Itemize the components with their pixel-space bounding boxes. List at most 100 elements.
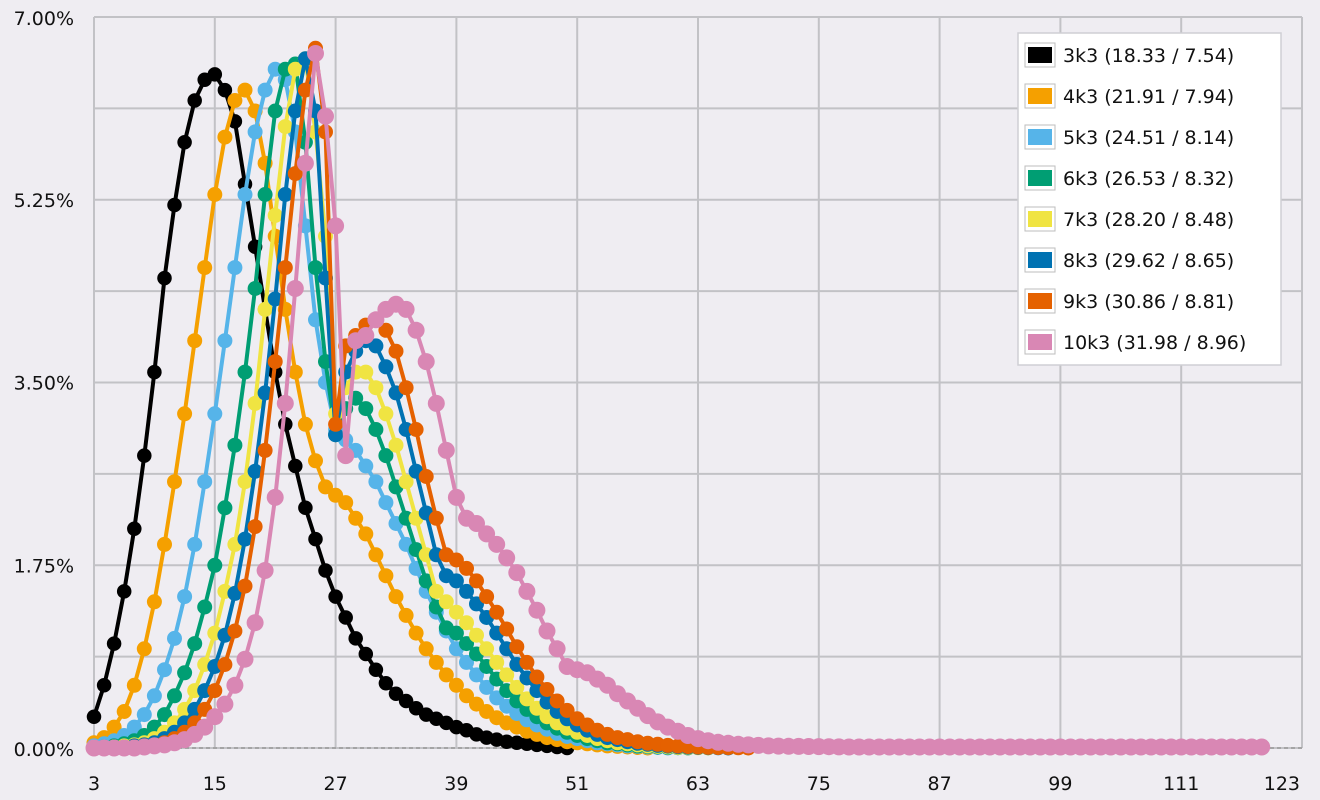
data-point (398, 607, 414, 623)
data-point (237, 578, 253, 594)
legend-label: 5k3 (24.51 / 8.14) (1063, 127, 1234, 149)
data-point (96, 678, 112, 693)
data-point (286, 280, 304, 297)
data-point (187, 333, 203, 349)
data-point (207, 187, 223, 202)
data-point (348, 510, 364, 526)
data-point (297, 82, 313, 98)
data-point (266, 488, 284, 506)
data-point (167, 197, 182, 213)
data-point (207, 67, 223, 82)
data-point (106, 719, 122, 735)
data-point (348, 631, 363, 646)
data-point (428, 583, 444, 599)
data-point (417, 353, 435, 371)
data-point (296, 154, 314, 172)
data-point (106, 636, 122, 651)
data-point (459, 654, 474, 670)
legend-swatch (1028, 334, 1052, 350)
data-point (327, 217, 345, 235)
data-point (267, 103, 283, 119)
legend-swatch (1028, 47, 1052, 63)
data-point (358, 458, 374, 474)
data-point (408, 422, 424, 437)
data-point (167, 474, 182, 490)
data-point (388, 589, 404, 605)
data-point (167, 688, 182, 704)
data-point (237, 474, 253, 490)
data-point (277, 260, 293, 276)
data-point (378, 676, 394, 691)
data-point (226, 676, 244, 694)
y-tick-label: 7.00% (14, 8, 74, 30)
data-point (177, 589, 193, 605)
data-point (217, 333, 233, 349)
data-point (408, 625, 424, 641)
data-point (459, 688, 474, 704)
data-point (499, 667, 515, 683)
data-point (459, 560, 474, 576)
data-point (157, 707, 172, 723)
data-point (328, 427, 344, 443)
data-point (398, 474, 414, 490)
y-tick-label: 0.00% (14, 739, 74, 761)
data-point (539, 682, 555, 697)
data-point (287, 166, 303, 182)
series-8 (85, 45, 1271, 757)
data-point (216, 695, 234, 713)
x-axis-ticks: 3 15 27 39 51 63 75 87 99 111 123 (88, 773, 1300, 795)
data-point (287, 364, 303, 380)
data-point (157, 662, 172, 678)
data-point (227, 437, 243, 453)
data-point (378, 568, 394, 584)
data-point (267, 207, 283, 223)
data-point (448, 573, 464, 589)
data-point (508, 564, 526, 582)
data-point (217, 657, 233, 672)
data-point (236, 650, 254, 668)
data-point (217, 500, 233, 516)
data-point (217, 82, 233, 98)
y-tick-label: 5.25% (14, 190, 74, 212)
data-point (147, 364, 162, 380)
data-point (298, 500, 313, 516)
data-point (448, 604, 464, 620)
data-point (116, 704, 132, 719)
data-point (318, 479, 333, 495)
data-point (247, 519, 263, 535)
data-point (358, 526, 374, 542)
x-tick-label: 87 (928, 773, 952, 795)
data-point (297, 416, 313, 432)
data-point (388, 437, 404, 453)
legend-label: 3k3 (18.33 / 7.54) (1063, 45, 1234, 67)
x-tick-label: 51 (565, 773, 589, 795)
data-point (538, 622, 556, 640)
data-point (559, 702, 575, 718)
data-point (227, 623, 243, 639)
x-tick-label: 75 (807, 773, 831, 795)
data-point (126, 719, 142, 735)
data-point (388, 343, 404, 359)
data-point (488, 535, 506, 553)
data-point (469, 627, 484, 643)
data-point (86, 709, 102, 724)
data-point (308, 453, 323, 469)
data-point (378, 448, 394, 464)
x-tick-label: 111 (1163, 773, 1199, 795)
data-point (187, 636, 203, 652)
legend-label: 10k3 (31.98 / 8.96) (1063, 332, 1246, 354)
data-point (398, 693, 414, 709)
data-point (548, 640, 566, 658)
x-tick-label: 63 (686, 773, 710, 795)
data-point (438, 594, 454, 610)
legend-label: 9k3 (30.86 / 8.81) (1063, 291, 1234, 313)
data-point (418, 469, 434, 484)
data-point (146, 594, 162, 610)
data-point (378, 322, 394, 338)
series-layer (85, 40, 1271, 757)
data-point (197, 599, 213, 615)
data-point (478, 525, 496, 543)
data-point (418, 573, 434, 589)
data-point (459, 615, 474, 631)
data-point (177, 135, 192, 150)
